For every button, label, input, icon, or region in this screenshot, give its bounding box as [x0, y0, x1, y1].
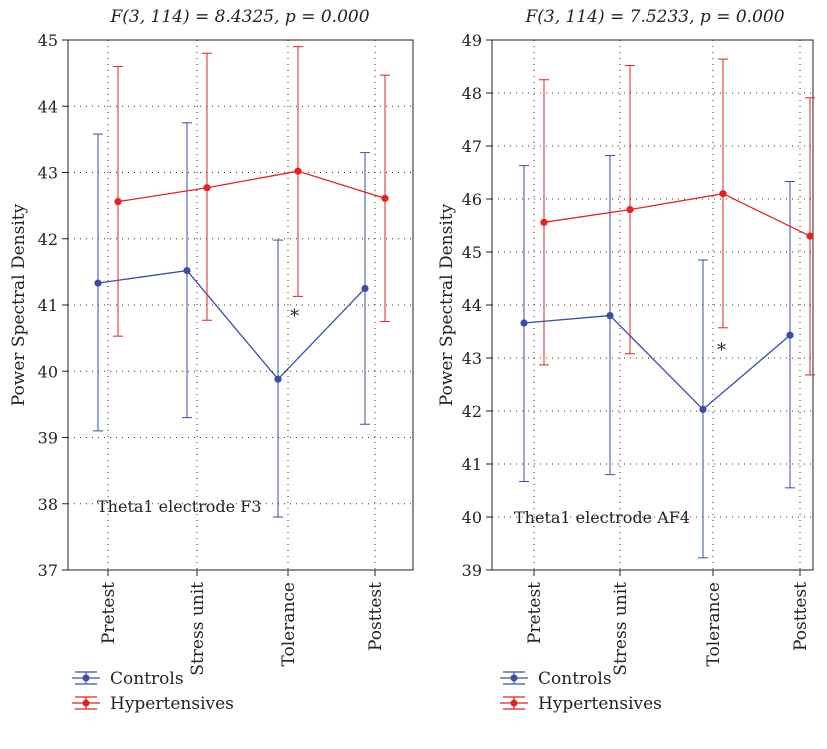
y-tick-label: 47: [462, 137, 482, 156]
series-group: [93, 46, 390, 518]
y-tick-label: 49: [462, 31, 482, 50]
data-point-controls-pretest: [520, 319, 528, 327]
chart-panel-f3: F(3, 114) = 8.4325, p = 0.000 37 38 39 40 41…: [9, 7, 414, 676]
gridlines: [492, 40, 813, 570]
chart-title: F(3, 114) = 8.4325, p = 0.000: [109, 7, 369, 27]
data-point-controls-stress-unit: [183, 266, 191, 275]
electrode-annotation: Theta1 electrode AF4: [514, 508, 690, 527]
y-tick-label: 42: [462, 402, 482, 421]
y-tick-label: 41: [462, 455, 482, 474]
y-tick-label: 39: [462, 561, 482, 580]
y-tick-label: 40: [38, 362, 58, 381]
legend-swatch-controls: [72, 671, 100, 685]
series-group: [519, 58, 815, 559]
y-tick-label: 46: [462, 190, 482, 209]
x-tick-label-posttest: Posttest: [366, 582, 386, 651]
data-point-controls-pretest: [94, 279, 102, 287]
series-line-hypertensives: [117, 170, 386, 203]
y-tick-label: 42: [38, 230, 58, 249]
y-tick-label: 41: [38, 296, 58, 315]
legend-label-controls: Controls: [538, 669, 612, 689]
y-tick-label: 45: [38, 31, 58, 50]
x-tick-label-posttest: Posttest: [791, 582, 811, 651]
y-tick-label: 40: [462, 508, 482, 527]
data-point-controls-tolerance: [699, 405, 707, 414]
data-point-hypertensives-stress-unit: [203, 184, 211, 192]
series-line-controls: [523, 314, 791, 411]
data-point-controls-posttest: [786, 331, 794, 339]
series-controls: [519, 155, 795, 559]
y-axis-label: Power Spectral Density: [437, 203, 457, 406]
significance-marker: *: [290, 306, 299, 327]
data-point-hypertensives-pretest: [114, 198, 122, 206]
y-axis: 37 38 39 40 41 42 43 44 45: [38, 31, 68, 580]
y-tick-label: 43: [462, 349, 482, 368]
significance-marker: *: [717, 340, 726, 361]
electrode-annotation: Theta1 electrode F3: [97, 497, 261, 516]
data-point-hypertensives-pretest: [540, 218, 548, 226]
y-tick-label: 48: [462, 84, 482, 103]
y-tick-label: 37: [38, 561, 58, 580]
legend-right: Controls Hypertensives: [500, 669, 662, 714]
data-point-controls-posttest: [361, 284, 369, 293]
legend-swatch-hypertensives: [72, 696, 100, 710]
y-tick-label: 44: [462, 296, 482, 315]
legend-swatch-hypertensives: [500, 696, 528, 710]
legend-label-hypertensives: Hypertensives: [110, 694, 234, 714]
x-axis: Pretest Stress unit Tolerance Posttest: [525, 570, 811, 676]
y-axis-label: Power Spectral Density: [9, 203, 29, 406]
legend-swatch-controls: [500, 671, 528, 685]
y-tick-label: 43: [38, 164, 58, 183]
data-point-hypertensives-posttest: [806, 232, 814, 240]
y-tick-label: 39: [38, 429, 58, 448]
series-hypertensives: [113, 46, 390, 337]
series-hypertensives: [539, 58, 815, 376]
x-tick-label-pretest: Pretest: [99, 582, 119, 644]
x-tick-label-stress-unit: Stress unit: [611, 582, 631, 676]
x-tick-label-tolerance: Tolerance: [279, 582, 299, 667]
series-line-controls: [97, 269, 366, 381]
chart-title: F(3, 114) = 7.5233, p = 0.000: [524, 7, 784, 27]
data-point-hypertensives-tolerance: [719, 190, 727, 198]
series-line-hypertensives: [543, 193, 811, 237]
y-tick-label: 38: [38, 495, 58, 514]
legend-label-controls: Controls: [110, 669, 184, 689]
data-point-hypertensives-stress-unit: [626, 206, 634, 214]
plot-frame: [67, 39, 414, 571]
series-controls: [93, 122, 370, 518]
y-tick-label: 44: [38, 97, 58, 116]
y-axis: 39 40 41 42 43 44 45 46 47 48 49: [462, 31, 492, 580]
chart-panel-af4: F(3, 114) = 7.5233, p = 0.000 39 40 41 42 43…: [437, 7, 815, 676]
x-tick-label-stress-unit: Stress unit: [188, 582, 208, 676]
x-axis: Pretest Stress unit Tolerance Posttest: [99, 570, 386, 676]
gridlines: [68, 40, 413, 570]
data-point-hypertensives-posttest: [381, 194, 389, 202]
legend-left: Controls Hypertensives: [72, 669, 234, 714]
legend-label-hypertensives: Hypertensives: [538, 694, 662, 714]
data-point-hypertensives-tolerance: [294, 167, 302, 175]
data-point-controls-tolerance: [274, 375, 282, 383]
data-point-controls-stress-unit: [606, 312, 614, 320]
x-tick-label-tolerance: Tolerance: [704, 582, 724, 667]
y-tick-label: 45: [462, 243, 482, 262]
x-tick-label-pretest: Pretest: [525, 582, 545, 644]
